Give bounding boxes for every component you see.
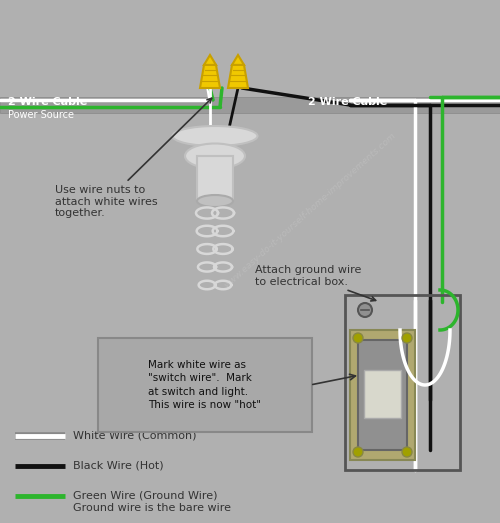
Ellipse shape [185,143,245,168]
Circle shape [358,303,372,317]
Circle shape [402,333,412,343]
Text: White Wire (Common): White Wire (Common) [73,431,196,441]
Polygon shape [232,55,244,65]
Bar [350,330,415,460]
Text: Use wire nuts to
attach white wires
together.: Use wire nuts to attach white wires toge… [55,98,212,218]
Text: Black Wire (Hot): Black Wire (Hot) [73,461,164,471]
Ellipse shape [172,126,258,146]
Ellipse shape [197,195,233,207]
Circle shape [402,447,412,457]
FancyBboxPatch shape [98,338,312,432]
Bar [0,97,500,113]
Text: Green Wire (Ground Wire): Green Wire (Ground Wire) [73,491,218,501]
Bar [358,340,407,450]
Polygon shape [204,55,216,65]
Bar [345,295,460,470]
Circle shape [353,447,363,457]
Text: Power Source: Power Source [8,110,74,120]
Polygon shape [228,65,248,88]
Text: Attach ground wire
to electrical box.: Attach ground wire to electrical box. [255,265,376,301]
Polygon shape [200,65,220,88]
Text: Mark white wire as
"switch wire".  Mark
at switch and light.
This wire is now "h: Mark white wire as "switch wire". Mark a… [148,360,262,410]
Bar [197,156,233,201]
Bar [364,370,401,418]
Text: 2 Wire Cable: 2 Wire Cable [8,97,87,107]
Text: 2 Wire Cable: 2 Wire Cable [308,97,387,107]
Text: Ground wire is the bare wire: Ground wire is the bare wire [73,503,231,513]
Text: www.easy-do-it-yourself-home-improvements.com: www.easy-do-it-yourself-home-improvement… [222,130,398,290]
Circle shape [353,333,363,343]
